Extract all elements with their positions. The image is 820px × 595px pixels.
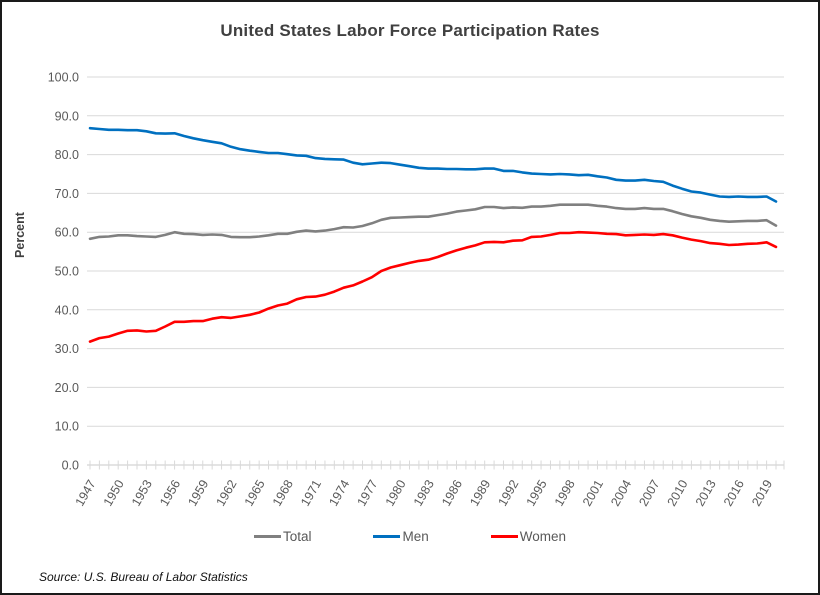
men-line-swatch xyxy=(373,534,401,539)
svg-text:60.0: 60.0 xyxy=(55,226,79,240)
svg-text:1950: 1950 xyxy=(101,477,127,508)
svg-text:2013: 2013 xyxy=(693,477,719,508)
svg-text:2019: 2019 xyxy=(749,477,775,508)
svg-text:1995: 1995 xyxy=(524,477,550,508)
svg-text:2016: 2016 xyxy=(721,477,747,508)
legend: Total Men Women xyxy=(2,529,818,544)
svg-text:100.0: 100.0 xyxy=(48,71,79,85)
svg-text:40.0: 40.0 xyxy=(55,303,79,317)
legend-label-women: Women xyxy=(519,529,567,544)
svg-text:1956: 1956 xyxy=(157,477,183,508)
svg-text:50.0: 50.0 xyxy=(55,265,79,279)
legend-item-men: Men xyxy=(373,529,429,544)
svg-text:1947: 1947 xyxy=(73,477,99,508)
svg-text:80.0: 80.0 xyxy=(55,148,79,162)
svg-text:1992: 1992 xyxy=(495,477,521,508)
svg-text:70.0: 70.0 xyxy=(55,187,79,201)
svg-text:1980: 1980 xyxy=(383,477,409,508)
svg-text:1989: 1989 xyxy=(467,477,493,508)
total-line-swatch xyxy=(253,534,281,539)
svg-text:1962: 1962 xyxy=(214,477,240,508)
svg-text:90.0: 90.0 xyxy=(55,109,79,123)
svg-text:1986: 1986 xyxy=(439,477,465,508)
svg-text:1977: 1977 xyxy=(354,477,380,508)
svg-text:20.0: 20.0 xyxy=(55,381,79,395)
svg-text:1983: 1983 xyxy=(411,477,437,508)
svg-text:2004: 2004 xyxy=(608,477,634,508)
y-axis-title: Percent xyxy=(13,212,27,258)
svg-text:1965: 1965 xyxy=(242,477,268,508)
svg-text:2001: 2001 xyxy=(580,477,606,508)
svg-text:1959: 1959 xyxy=(185,477,211,508)
svg-text:1998: 1998 xyxy=(552,477,578,508)
svg-text:1974: 1974 xyxy=(326,477,352,508)
svg-text:0.0: 0.0 xyxy=(62,459,79,473)
source-note: Source: U.S. Bureau of Labor Statistics xyxy=(39,570,248,584)
svg-text:2007: 2007 xyxy=(636,477,662,508)
svg-text:1953: 1953 xyxy=(129,477,155,508)
svg-text:2010: 2010 xyxy=(665,477,691,508)
svg-text:1971: 1971 xyxy=(298,477,324,508)
svg-text:30.0: 30.0 xyxy=(55,342,79,356)
chart-title: United States Labor Force Participation … xyxy=(220,21,600,40)
women-line-swatch xyxy=(490,534,518,539)
legend-item-women: Women xyxy=(490,529,567,544)
legend-label-men: Men xyxy=(402,529,429,544)
legend-label-total: Total xyxy=(282,529,312,544)
svg-text:10.0: 10.0 xyxy=(55,420,79,434)
legend-item-total: Total xyxy=(253,529,312,544)
svg-text:1968: 1968 xyxy=(270,477,296,508)
